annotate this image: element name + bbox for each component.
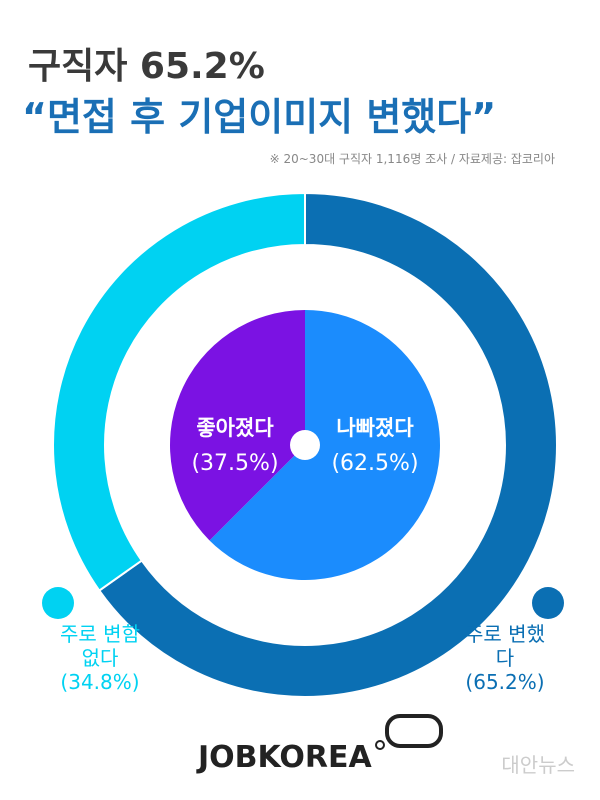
legend-dot bbox=[42, 587, 74, 619]
logo-dot bbox=[375, 740, 385, 750]
donut-segment bbox=[52, 191, 306, 592]
note: ※ 20~30대 구직자 1,116명 조사 / 자료제공: 잡코리아 bbox=[270, 152, 555, 166]
watermark: 대안뉴스 bbox=[501, 753, 575, 777]
pie-slice bbox=[209, 310, 441, 581]
pie-slice bbox=[169, 310, 305, 541]
slice-value: (62.5%) bbox=[331, 451, 418, 476]
title: 구직자 65.2% bbox=[28, 46, 265, 87]
logo-shape bbox=[385, 714, 443, 748]
logo: JOBKOREA bbox=[196, 740, 373, 775]
legend-value: (34.8%) bbox=[60, 670, 140, 694]
slice-label: 나빠졌다 bbox=[336, 416, 414, 440]
legend-value: (65.2%) bbox=[465, 670, 545, 694]
subtitle: “면접 후 기업이미지 변했다” bbox=[22, 95, 496, 139]
slice-label: 좋아졌다 bbox=[196, 416, 274, 440]
legend-dot bbox=[532, 587, 564, 619]
donut-segment bbox=[97, 191, 558, 698]
legend-label: 주로 변함없다 bbox=[60, 622, 140, 670]
legend-label: 주로 변했다 bbox=[465, 622, 545, 670]
slice-value: (37.5%) bbox=[191, 451, 278, 476]
center-hole bbox=[290, 430, 320, 460]
